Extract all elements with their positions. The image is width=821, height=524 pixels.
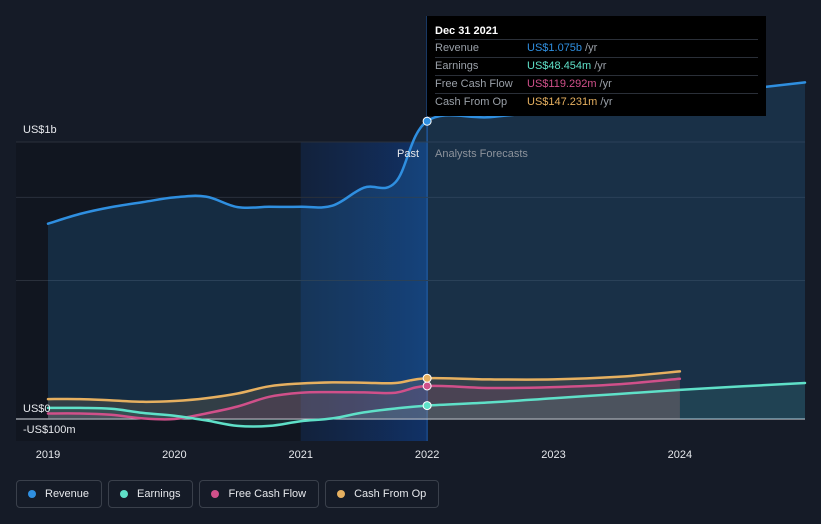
- tooltip-revenue-name: Revenue: [435, 42, 480, 54]
- tooltip-row-earnings: Earnings US$48.454m /yr: [435, 57, 758, 75]
- legend: Revenue Earnings Free Cash Flow Cash Fro…: [16, 480, 440, 508]
- tooltip-row-cash-from-op: Cash From Op US$147.231m /yr: [435, 93, 758, 111]
- tooltip-date: Dec 31 2021: [435, 25, 498, 37]
- legend-item-earnings[interactable]: Earnings: [108, 480, 194, 508]
- tooltip-cfo-name: Cash From Op: [435, 96, 508, 108]
- line-cash-from-op: [46, 370, 682, 404]
- x-tick-label-2019: 2019: [36, 449, 60, 461]
- x-tick-label-2021: 2021: [289, 449, 313, 461]
- tooltip-earnings-name: Earnings: [435, 60, 479, 72]
- tooltip-revenue-value: US$1.075b: [527, 42, 583, 54]
- legend-label-free-cash-flow: Free Cash Flow: [228, 488, 307, 500]
- tooltip-cfo-value: US$147.231m: [527, 96, 598, 108]
- x-tick-label-2023: 2023: [541, 449, 565, 461]
- y-axis-zero-label: US$0: [23, 403, 51, 415]
- legend-item-cash-from-op[interactable]: Cash From Op: [325, 480, 440, 508]
- legend-dot-revenue: [28, 490, 36, 498]
- forecast-region-label: Analysts Forecasts: [435, 148, 528, 160]
- x-tick-label-2022: 2022: [415, 449, 439, 461]
- past-region-label: Past: [397, 148, 419, 160]
- legend-label-revenue: Revenue: [45, 488, 90, 500]
- line-free-cash-flow: [46, 377, 682, 421]
- tooltip: Dec 31 2021 Revenue US$1.075b /yr Earnin…: [427, 16, 766, 116]
- legend-label-cash-from-op: Cash From Op: [354, 488, 427, 500]
- area-earnings: [48, 383, 805, 427]
- tooltip-cfo-unit: /yr: [600, 96, 613, 108]
- tooltip-fcf-unit: /yr: [599, 78, 612, 90]
- legend-item-free-cash-flow[interactable]: Free Cash Flow: [199, 480, 320, 508]
- legend-dot-free-cash-flow: [211, 490, 220, 498]
- legend-dot-earnings: [120, 490, 129, 498]
- legend-dot-cash-from-op: [337, 490, 346, 498]
- marker-cash-from-op: [422, 373, 432, 383]
- area-revenue: [48, 82, 805, 420]
- legend-item-revenue[interactable]: Revenue: [16, 480, 103, 508]
- tooltip-revenue-unit: /yr: [585, 42, 598, 54]
- x-tick-label-2020: 2020: [162, 449, 186, 461]
- x-tick-label-2024: 2024: [668, 449, 692, 461]
- marker-free-cash-flow: [422, 381, 432, 391]
- area-cash-from-op: [48, 371, 680, 419]
- tooltip-earnings-value: US$48.454m: [527, 60, 592, 72]
- marker-earnings: [422, 401, 432, 411]
- tooltip-fcf-value: US$119.292m: [527, 78, 597, 90]
- tooltip-row-free-cash-flow: Free Cash Flow US$119.292m /yr: [435, 75, 758, 93]
- marker-revenue: [422, 116, 432, 126]
- tooltip-fcf-name: Free Cash Flow: [435, 78, 513, 90]
- legend-label-earnings: Earnings: [137, 488, 181, 500]
- line-earnings: [46, 381, 807, 428]
- y-axis-top-label: US$1b: [23, 124, 57, 136]
- tooltip-row-revenue: Revenue US$1.075b /yr: [435, 39, 758, 57]
- past-background: [16, 142, 301, 441]
- tooltip-earnings-unit: /yr: [594, 60, 607, 72]
- y-axis-bottom-label: -US$100m: [23, 424, 76, 436]
